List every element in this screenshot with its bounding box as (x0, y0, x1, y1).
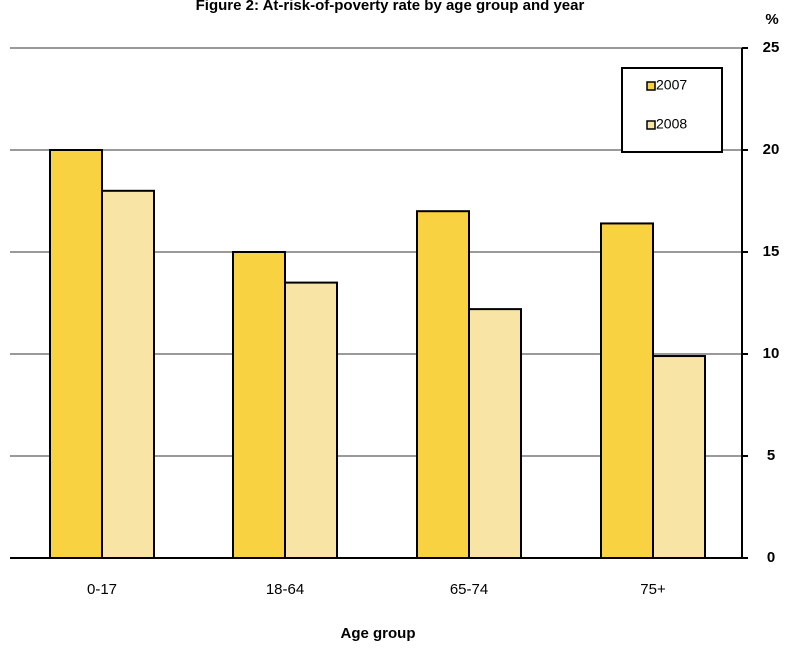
legend-box (621, 67, 723, 153)
y-tick-labels: 0 5 10 15 20 25 (763, 39, 780, 566)
x-tick-label: 18-64 (266, 581, 304, 598)
bars (49, 149, 706, 560)
y-axis-unit-label: % (765, 11, 778, 28)
y-tick-label: 20 (763, 141, 780, 158)
legend-label-2008: 2008 (656, 116, 687, 132)
legend-swatch-2008 (646, 120, 656, 130)
x-tick-label: 0-17 (87, 581, 117, 598)
legend-swatch-2007 (646, 81, 656, 91)
bar-2008-18-64 (284, 281, 338, 559)
chart-title: Figure 2: At-risk-of-poverty rate by age… (196, 0, 585, 14)
bar-2007-0-17 (49, 149, 103, 559)
bar-2008-75+ (652, 355, 706, 560)
y-tick-label: 15 (763, 243, 780, 260)
bar-2008-65-74 (468, 308, 522, 559)
bar-2007-65-74 (416, 210, 470, 559)
legend: 2007 2008 (621, 67, 723, 153)
y-tick-label: 25 (763, 39, 780, 56)
x-tick-label: 75+ (640, 581, 666, 598)
bar-2008-0-17 (101, 189, 155, 560)
y-tick-label: 5 (767, 447, 775, 464)
bar-2007-75+ (600, 222, 654, 559)
x-axis-label: Age group (341, 625, 416, 642)
y-tick-label: 0 (767, 549, 775, 566)
y-tick-label: 10 (763, 345, 780, 362)
x-tick-labels: 0-17 18-64 65-74 75+ (87, 581, 666, 598)
x-tick-label: 65-74 (450, 581, 488, 598)
bar-2007-18-64 (232, 251, 286, 559)
legend-label-2007: 2007 (656, 77, 687, 93)
axes (10, 47, 748, 559)
